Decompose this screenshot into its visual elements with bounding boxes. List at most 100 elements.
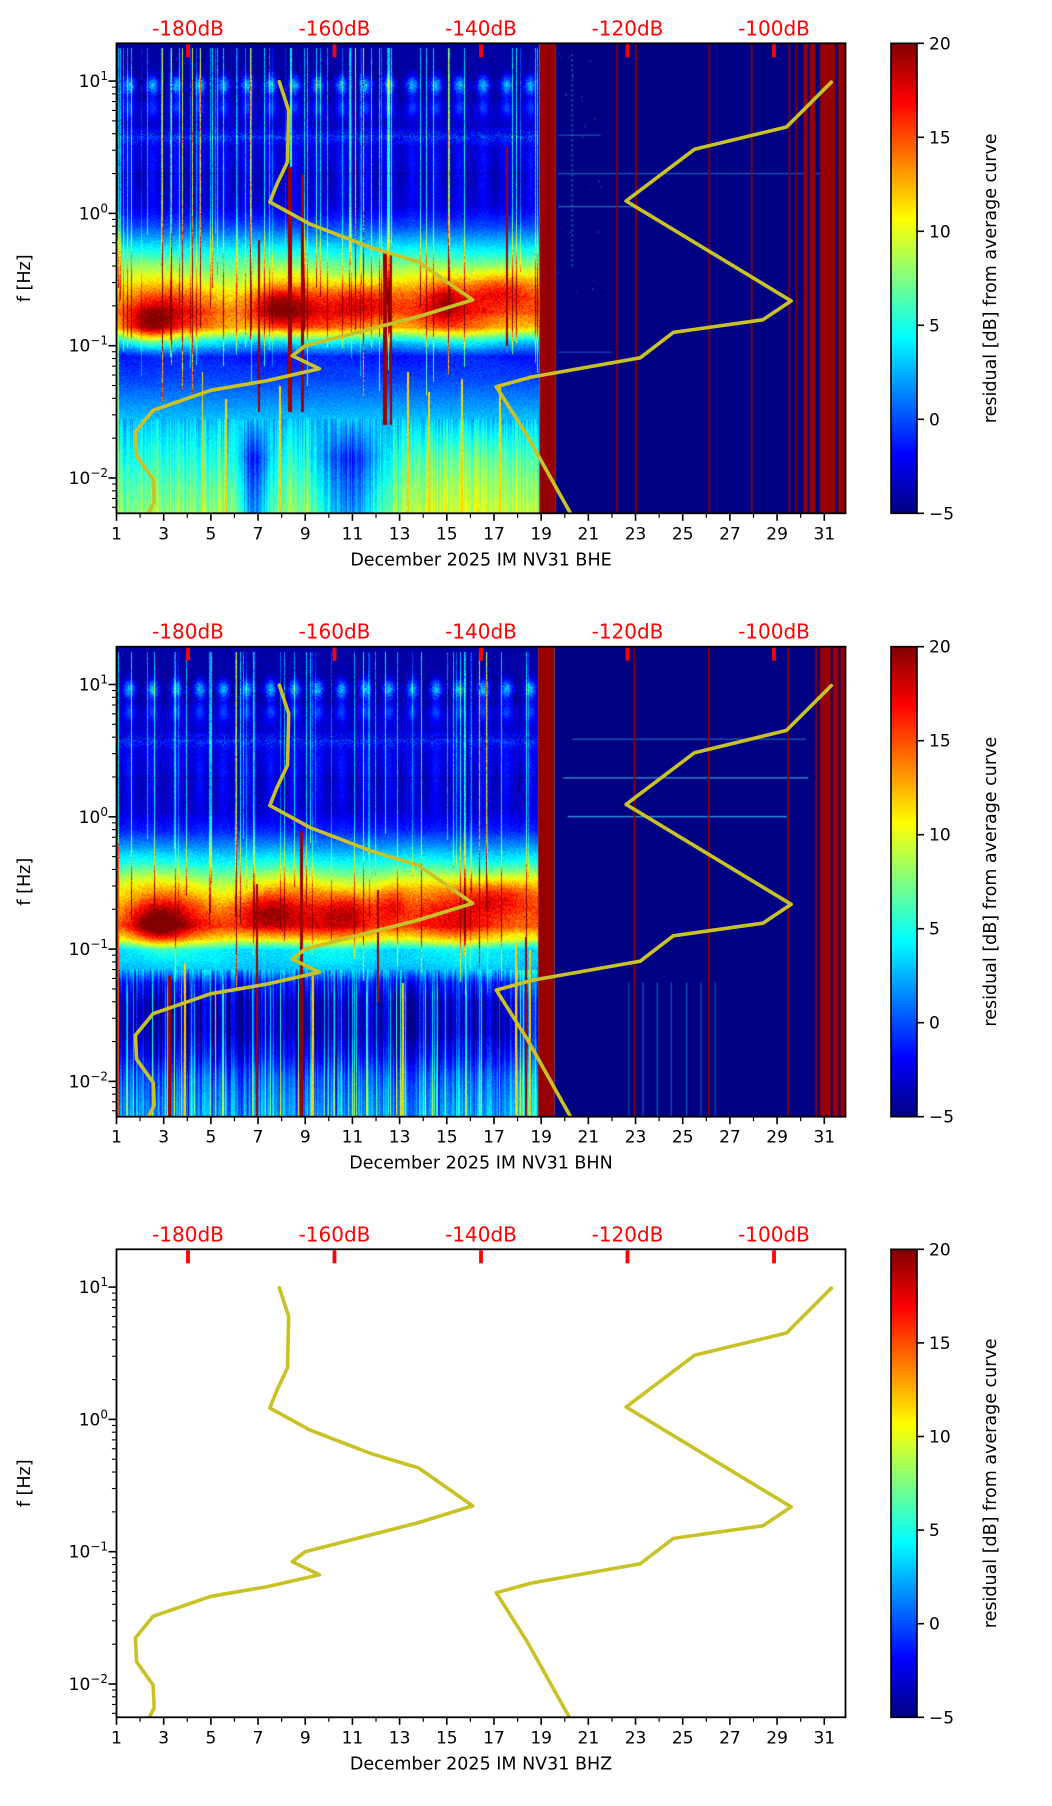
x-tick-label: 5 — [205, 524, 216, 544]
x-tick-label: 19 — [530, 1728, 552, 1748]
nhnm-curve-bhz — [494, 1286, 834, 1718]
top-db-label: -160dB — [299, 1222, 371, 1246]
x-tick-label: 25 — [672, 1128, 694, 1148]
x-tick-label: 17 — [483, 1728, 505, 1748]
x-tick-label: 27 — [719, 1728, 741, 1748]
model-curves-bhz — [133, 1285, 834, 1718]
top-db-label: -100dB — [738, 16, 810, 40]
y-tick-label: 10−1 — [69, 1540, 108, 1563]
colorbar-tick-label: 5 — [929, 1521, 940, 1541]
x-tick-label: 11 — [342, 1128, 364, 1148]
top-db-label: -140dB — [445, 1222, 517, 1246]
spectrogram-canvas-bhe — [116, 43, 846, 514]
colorbar-tick-label: 5 — [929, 920, 940, 940]
top-db-tick — [479, 647, 483, 661]
x-tick-label: 17 — [483, 1128, 505, 1148]
x-tick-label: 5 — [205, 1728, 216, 1748]
x-tick-label: 3 — [158, 524, 169, 544]
x-tick-label: 1 — [111, 1128, 122, 1148]
x-tick-label: 31 — [813, 1728, 835, 1748]
x-tick-label: 29 — [766, 1728, 788, 1748]
top-db-tick — [332, 1250, 337, 1264]
y-tick-label: 100 — [79, 201, 108, 224]
x-tick-label: 3 — [158, 1728, 169, 1748]
colorbar-tick-label: 5 — [929, 316, 940, 336]
nlnm-curve-bhz — [133, 1285, 475, 1718]
y-axis-title-bhz: f [Hz] — [15, 1459, 35, 1507]
x-tick-label: 1 — [111, 524, 122, 544]
colorbar-tick-label: 10 — [929, 1428, 951, 1448]
top-db-tick — [625, 44, 630, 58]
subplot-bhn: 1 3 5 7 9 11 13 15 17 19 21 23 25 27 29 3110110010−110−… — [15, 620, 1001, 1174]
colorbar-tick-label: 0 — [929, 1615, 940, 1635]
colorbar-tick-label: 10 — [929, 826, 951, 846]
colorbar-tick-label: 0 — [929, 410, 940, 430]
top-db-tick — [772, 647, 776, 661]
axes-frame — [115, 645, 847, 1118]
x-tick-label: 9 — [300, 1128, 311, 1148]
colorbar-tick-label: 0 — [929, 1014, 940, 1034]
spectrogram-canvas-bhn — [116, 646, 846, 1117]
colorbar-tick-label: 20 — [929, 1240, 951, 1260]
axes-frame — [115, 42, 847, 515]
top-db-label: -160dB — [299, 620, 371, 644]
y-axis-title-bhe: f [Hz] — [15, 254, 35, 302]
x-tick-label: 9 — [300, 524, 311, 544]
subplot-bhe: 1 3 5 7 9 11 13 15 17 19 21 23 25 27 29 3110110010−110−… — [15, 16, 1001, 570]
top-db-label: -180dB — [152, 1222, 224, 1246]
top-db-tick — [772, 44, 776, 58]
top-db-label: -100dB — [738, 1222, 810, 1246]
colorbar-tick-label: −5 — [929, 1108, 954, 1128]
x-tick-label: 31 — [813, 524, 835, 544]
x-axis-title-bhn: December 2025 IM NV31 BHN — [349, 1154, 612, 1174]
x-tick-label: 11 — [342, 1728, 364, 1748]
y-axis-title-bhn: f [Hz] — [15, 858, 35, 906]
top-db-label: -140dB — [445, 16, 517, 40]
top-db-tick — [332, 44, 337, 58]
top-db-label: -180dB — [152, 620, 224, 644]
top-db-tick — [772, 1250, 776, 1264]
x-tick-label: 9 — [300, 1728, 311, 1748]
x-tick-label: 13 — [389, 1728, 411, 1748]
y-tick-label: 101 — [79, 672, 108, 695]
nlnm-curve-bhe — [133, 79, 475, 514]
colorbar-tick-label: 15 — [929, 128, 951, 148]
top-db-tick — [186, 1250, 190, 1264]
x-tick-label: 11 — [342, 524, 364, 544]
y-tick-label: 10−2 — [69, 466, 108, 489]
model-curves-bhn — [133, 683, 834, 1117]
top-db-label: -140dB — [445, 620, 517, 644]
x-tick-label: 31 — [813, 1128, 835, 1148]
colorbar-bhe — [890, 42, 918, 515]
colorbar-tick-label: 15 — [929, 1334, 951, 1354]
x-tick-label: 19 — [530, 1128, 552, 1148]
x-tick-label: 21 — [578, 1728, 600, 1748]
x-tick-label: 7 — [253, 1728, 264, 1748]
x-tick-label: 21 — [578, 1128, 600, 1148]
x-tick-label: 15 — [436, 1128, 458, 1148]
x-tick-label: 7 — [253, 524, 264, 544]
axes-frame — [115, 1248, 847, 1719]
x-tick-label: 23 — [625, 524, 647, 544]
y-tick-label: 101 — [79, 69, 108, 92]
x-tick-label: 5 — [205, 1128, 216, 1148]
colorbar-title-bhz: residual [dB] from average curve — [981, 1338, 1001, 1628]
nlnm-curve-bhn — [133, 683, 475, 1117]
x-tick-label: 17 — [483, 524, 505, 544]
colorbar-tick-label: 10 — [929, 222, 951, 242]
colorbar-tick-label: −5 — [929, 1708, 954, 1728]
x-tick-label: 27 — [719, 1128, 741, 1148]
x-tick-label: 29 — [766, 1128, 788, 1148]
x-tick-label: 13 — [389, 524, 411, 544]
top-db-tick — [186, 44, 190, 58]
top-db-label: -180dB — [152, 16, 224, 40]
colorbar-tick-label: 20 — [929, 638, 951, 658]
top-db-tick — [479, 1250, 483, 1264]
colorbar-title-bhe: residual [dB] from average curve — [981, 133, 1001, 423]
x-tick-label: 23 — [625, 1128, 647, 1148]
top-db-tick — [479, 44, 483, 58]
top-db-tick — [186, 647, 190, 661]
x-tick-label: 1 — [111, 1728, 122, 1748]
